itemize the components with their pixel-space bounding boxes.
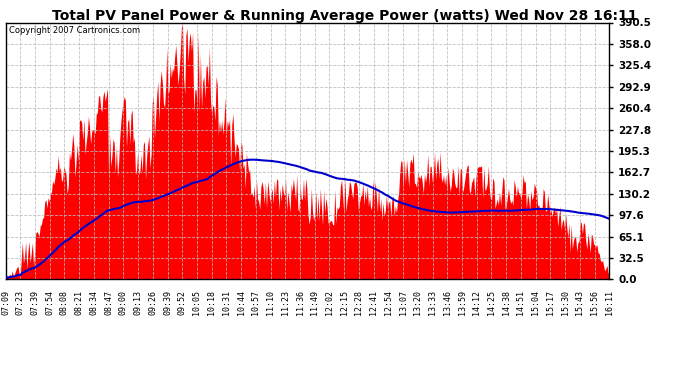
Text: 10:44: 10:44 (237, 290, 246, 315)
Text: 12:28: 12:28 (355, 290, 364, 315)
Text: 08:08: 08:08 (60, 290, 69, 315)
Text: Total PV Panel Power & Running Average Power (watts) Wed Nov 28 16:11: Total PV Panel Power & Running Average P… (52, 9, 638, 23)
Text: 16:11: 16:11 (604, 290, 614, 315)
Text: 11:36: 11:36 (295, 290, 304, 315)
Text: 13:33: 13:33 (428, 290, 437, 315)
Text: 14:25: 14:25 (487, 290, 496, 315)
Text: 11:23: 11:23 (281, 290, 290, 315)
Text: 13:46: 13:46 (443, 290, 452, 315)
Text: 08:21: 08:21 (75, 290, 83, 315)
Text: 15:30: 15:30 (560, 290, 569, 315)
Text: 09:13: 09:13 (134, 290, 143, 315)
Text: 12:02: 12:02 (325, 290, 334, 315)
Text: 11:10: 11:10 (266, 290, 275, 315)
Text: 13:20: 13:20 (413, 290, 422, 315)
Text: 14:38: 14:38 (502, 290, 511, 315)
Text: 13:59: 13:59 (457, 290, 466, 315)
Text: 12:54: 12:54 (384, 290, 393, 315)
Text: 09:39: 09:39 (163, 290, 172, 315)
Text: 09:26: 09:26 (148, 290, 157, 315)
Text: 15:17: 15:17 (546, 290, 555, 315)
Text: 14:51: 14:51 (516, 290, 525, 315)
Text: 08:34: 08:34 (90, 290, 99, 315)
Text: 07:39: 07:39 (30, 290, 39, 315)
Text: 10:05: 10:05 (193, 290, 201, 315)
Text: 12:41: 12:41 (369, 290, 378, 315)
Text: 07:23: 07:23 (16, 290, 25, 315)
Text: 07:09: 07:09 (1, 290, 10, 315)
Text: 10:31: 10:31 (222, 290, 231, 315)
Text: 10:57: 10:57 (251, 290, 260, 315)
Text: 07:54: 07:54 (46, 290, 55, 315)
Text: Copyright 2007 Cartronics.com: Copyright 2007 Cartronics.com (8, 26, 139, 35)
Text: 08:47: 08:47 (104, 290, 113, 315)
Text: 15:43: 15:43 (575, 290, 584, 315)
Text: 09:00: 09:00 (119, 290, 128, 315)
Text: 10:18: 10:18 (207, 290, 216, 315)
Text: 13:07: 13:07 (399, 290, 408, 315)
Text: 12:15: 12:15 (339, 290, 348, 315)
Text: 11:49: 11:49 (310, 290, 319, 315)
Text: 15:04: 15:04 (531, 290, 540, 315)
Text: 09:52: 09:52 (178, 290, 187, 315)
Text: 15:56: 15:56 (590, 290, 599, 315)
Text: 14:12: 14:12 (472, 290, 481, 315)
